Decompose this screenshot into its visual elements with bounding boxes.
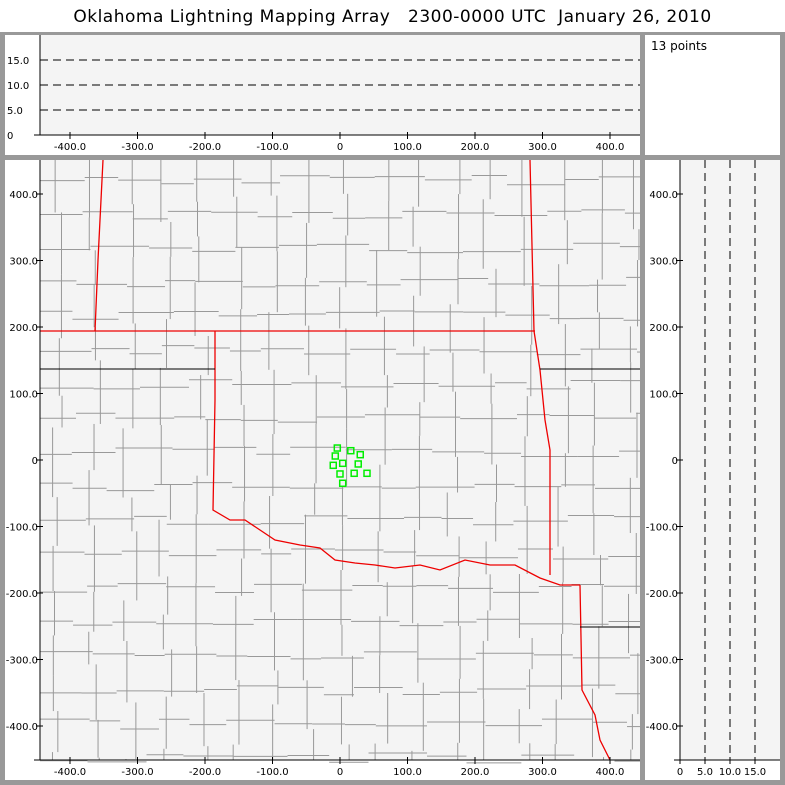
points-count: 13 points	[651, 39, 707, 53]
x-tick-label: 10.0	[719, 767, 741, 778]
x-tick-label: -200.0	[189, 142, 221, 153]
x-tick-label: 200.0	[461, 142, 490, 153]
x-tick-label: 0	[337, 767, 343, 778]
lightning-point	[333, 444, 342, 452]
y-tick-label: -300.0	[646, 656, 678, 667]
x-tick-label: -400.0	[54, 767, 86, 778]
x-tick-label: -100.0	[256, 767, 288, 778]
page-title: Oklahoma Lightning Mapping Array 2300-00…	[0, 0, 785, 32]
y-tick-label: -200.0	[6, 589, 38, 600]
eastern-border	[529, 159, 551, 575]
y-tick-label: -200.0	[646, 589, 678, 600]
y-tick-label: 5.0	[7, 106, 23, 117]
x-tick-label: -300.0	[121, 767, 153, 778]
x-tick-label: 100.0	[393, 142, 422, 153]
lightning-point	[363, 469, 371, 478]
info-panel: 13 points	[645, 35, 780, 155]
x-tick-label: 300.0	[528, 142, 557, 153]
county-lines	[40, 160, 640, 764]
x-tick-label: 0	[337, 142, 343, 153]
x-tick-label: 5.0	[697, 767, 713, 778]
x-tick-label: 200.0	[461, 767, 490, 778]
y-tick-label: 100.0	[649, 390, 678, 401]
y-tick-label: 400.0	[649, 190, 678, 201]
black-borders	[40, 368, 640, 628]
y-tick-label: 0	[672, 456, 678, 467]
y-tick-label: -400.0	[6, 722, 38, 733]
x-tick-label: -200.0	[189, 767, 221, 778]
y-tick-label: -100.0	[646, 523, 678, 534]
x-tick-label: 300.0	[528, 767, 557, 778]
y-tick-label: -100.0	[6, 523, 38, 534]
x-tick-label: 400.0	[596, 142, 625, 153]
x-tick-label: 0	[677, 767, 683, 778]
x-tick-label: -400.0	[54, 142, 86, 153]
y-tick-label: 10.0	[7, 81, 29, 92]
y-tick-label: 400.0	[9, 190, 38, 201]
y-tick-label: 300.0	[9, 257, 38, 268]
y-tick-label: 15.0	[7, 56, 29, 67]
y-tick-label: 0	[7, 131, 13, 142]
x-tick-label: 400.0	[596, 767, 625, 778]
lightning-point	[354, 460, 362, 468]
y-tick-label: 200.0	[9, 323, 38, 334]
lightning-point	[338, 479, 347, 488]
x-tick-label: 15.0	[744, 767, 766, 778]
lightning-point	[356, 450, 364, 459]
x-tick-label: -300.0	[121, 142, 153, 153]
colorado-kansas-border	[94, 159, 104, 332]
y-tick-label: 0	[32, 456, 38, 467]
y-tick-label: 300.0	[649, 257, 678, 268]
lightning-point	[331, 452, 340, 460]
y-tick-label: 200.0	[649, 323, 678, 334]
lightning-point	[336, 470, 344, 478]
red-river-border	[212, 331, 580, 586]
y-tick-label: -400.0	[646, 722, 678, 733]
x-tick-label: 100.0	[393, 767, 422, 778]
lightning-point	[350, 469, 358, 478]
lightning-point	[338, 459, 347, 468]
state-borders	[40, 159, 611, 761]
x-tick-label: -100.0	[256, 142, 288, 153]
y-tick-label: -300.0	[6, 656, 38, 667]
y-tick-label: 100.0	[9, 390, 38, 401]
lightning-point	[329, 461, 337, 470]
lightning-point	[347, 446, 355, 455]
texas-arkansas-border	[579, 584, 611, 761]
